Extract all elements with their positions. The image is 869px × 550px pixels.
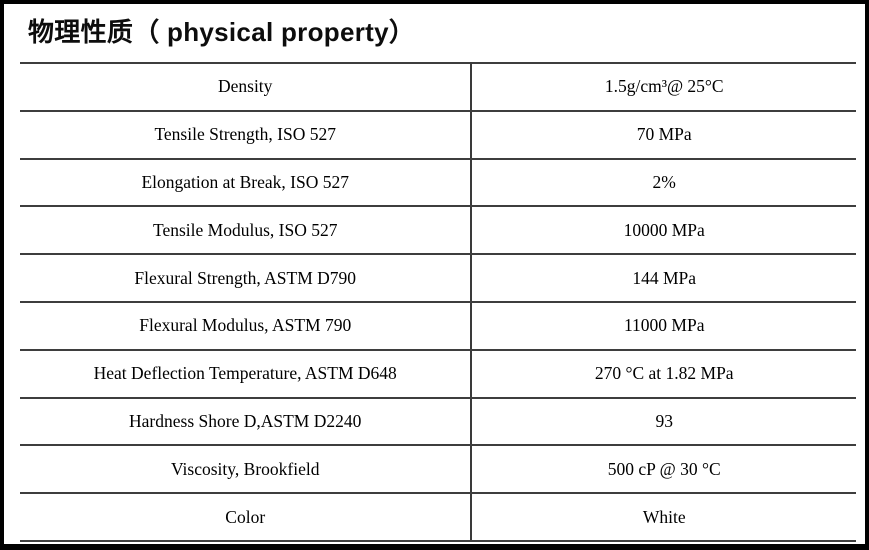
table-row: Flexural Strength, ASTM D790 144 MPa xyxy=(20,254,856,303)
property-cell: Tensile Strength, ISO 527 xyxy=(20,110,473,160)
property-cell: Density xyxy=(20,63,473,112)
property-cell: Viscosity, Brookfield xyxy=(20,445,473,495)
value-cell: 11000 MPa xyxy=(471,301,856,351)
value-cell: White xyxy=(471,493,856,542)
table-row: Flexural Modulus, ASTM 790 11000 MPa xyxy=(20,301,856,351)
table-row: Density 1.5g/cm³@ 25°C xyxy=(20,63,856,112)
property-cell: Elongation at Break, ISO 527 xyxy=(20,158,473,208)
physical-property-table: Density 1.5g/cm³@ 25°C Tensile Strength, I… xyxy=(20,62,856,542)
value-cell: 1.5g/cm³@ 25°C xyxy=(471,63,856,112)
property-cell: Flexural Modulus, ASTM 790 xyxy=(20,301,473,351)
value-cell: 144 MPa xyxy=(471,254,856,303)
table-row: Heat Deflection Temperature, ASTM D648 27… xyxy=(20,349,856,399)
property-cell: Heat Deflection Temperature, ASTM D648 xyxy=(20,349,473,399)
property-cell: Tensile Modulus, ISO 527 xyxy=(20,206,473,256)
page-title: 物理性质（ physical property） xyxy=(28,17,416,47)
value-cell: 70 MPa xyxy=(471,110,856,160)
table-row: Color White xyxy=(20,493,856,542)
table-row: Tensile Modulus, ISO 527 10000 MPa xyxy=(20,206,856,256)
table-row: Hardness Shore D,ASTM D2240 93 xyxy=(20,397,856,447)
table-row: Viscosity, Brookfield 500 cP @ 30 °C xyxy=(20,445,856,495)
table-row: Elongation at Break, ISO 527 2% xyxy=(20,158,856,208)
value-cell: 2% xyxy=(471,158,856,208)
property-cell: Color xyxy=(20,493,473,542)
value-cell: 93 xyxy=(471,397,856,447)
value-cell: 270 °C at 1.82 MPa xyxy=(471,349,856,399)
value-cell: 500 cP @ 30 °C xyxy=(471,445,856,495)
table-body: Density 1.5g/cm³@ 25°C Tensile Strength, I… xyxy=(20,63,856,542)
property-cell: Hardness Shore D,ASTM D2240 xyxy=(20,397,473,447)
property-cell: Flexural Strength, ASTM D790 xyxy=(20,254,473,303)
value-cell: 10000 MPa xyxy=(471,206,856,256)
table-row: Tensile Strength, ISO 527 70 MPa xyxy=(20,110,856,160)
